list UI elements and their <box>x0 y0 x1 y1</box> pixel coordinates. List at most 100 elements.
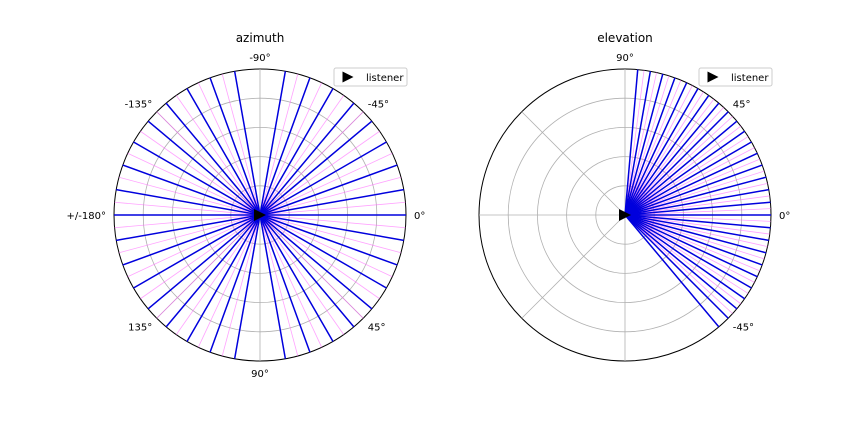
magenta-ray <box>624 214 755 283</box>
blue-ray <box>186 214 261 342</box>
magenta-ray <box>127 214 261 278</box>
blue-ray <box>624 102 720 216</box>
magenta-ray <box>624 136 749 216</box>
blue-ray <box>116 214 261 242</box>
magenta-ray <box>259 214 380 300</box>
azimuth-legend: listener <box>333 67 408 87</box>
magenta-ray <box>221 73 261 216</box>
magenta-ray <box>259 82 323 216</box>
azimuth-blue-rays <box>114 71 406 359</box>
magenta-ray <box>624 107 724 216</box>
blue-ray <box>259 141 387 216</box>
angular-grid-line <box>521 214 626 319</box>
magenta-ray <box>624 214 771 222</box>
magenta-ray <box>259 176 402 216</box>
tick-label: -90° <box>249 53 270 64</box>
blue-ray <box>624 152 758 216</box>
listener-marker-icon <box>254 209 266 221</box>
blue-ray <box>624 214 729 319</box>
blue-ray <box>147 214 261 310</box>
elevation-listener-marker <box>619 209 631 221</box>
magenta-ray <box>624 75 670 216</box>
elevation-legend-label: listener <box>731 73 769 84</box>
tick-label: -45° <box>733 323 754 334</box>
blue-ray <box>259 214 334 342</box>
tick-label: 90° <box>251 369 269 380</box>
magenta-ray <box>624 158 761 216</box>
elevation-legend: listener <box>698 67 773 87</box>
blue-ray <box>624 214 758 278</box>
blue-ray <box>122 164 261 216</box>
magenta-ray <box>624 214 733 314</box>
azimuth-legend-box <box>333 67 408 87</box>
elevation-title: elevation <box>597 31 653 45</box>
azimuth-legend-marker-icon <box>342 71 354 83</box>
magenta-ray <box>259 214 323 348</box>
tick-label: -45° <box>368 99 389 110</box>
blue-ray <box>259 214 404 242</box>
blue-ray <box>147 120 261 216</box>
blue-ray <box>116 188 261 216</box>
tick-label: 0° <box>414 211 425 222</box>
blue-ray <box>624 176 767 216</box>
blue-ray <box>133 214 261 289</box>
blue-ray <box>165 102 261 216</box>
magenta-ray <box>624 208 771 216</box>
magenta-ray <box>259 214 299 357</box>
magenta-ray <box>127 152 261 216</box>
magenta-ray <box>175 214 261 335</box>
blue-ray <box>624 164 763 216</box>
magenta-ray <box>624 72 657 216</box>
tick-label: 90° <box>616 53 634 64</box>
azimuth-legend-label: listener <box>366 73 404 84</box>
azimuth-magenta-rays <box>114 73 406 357</box>
magenta-ray <box>624 183 768 216</box>
blue-ray <box>624 214 769 242</box>
magenta-ray <box>624 214 749 294</box>
blue-ray <box>624 214 738 310</box>
blue-ray <box>624 94 710 216</box>
blue-ray <box>259 214 373 310</box>
magenta-ray <box>175 95 261 216</box>
magenta-ray <box>259 214 364 319</box>
magenta-ray <box>624 214 768 247</box>
blue-ray <box>259 120 373 216</box>
magenta-ray <box>259 214 406 229</box>
elevation-legend-marker-icon <box>707 71 719 83</box>
magenta-ray <box>259 152 393 216</box>
magenta-ray <box>259 130 380 216</box>
blue-ray <box>209 77 261 216</box>
magenta-ray <box>624 214 770 235</box>
tick-label: +/-180° <box>67 211 106 222</box>
magenta-ray <box>140 130 261 216</box>
azimuth-tick-labels: 0° 45° 90° 135° +/-180° -135° -90° -45° <box>67 53 426 380</box>
magenta-ray <box>624 214 742 305</box>
blue-ray <box>624 69 639 216</box>
magenta-ray <box>624 79 682 216</box>
azimuth-title: azimuth <box>236 31 285 45</box>
blue-ray <box>624 88 699 216</box>
blue-ray <box>259 71 287 216</box>
blue-ray <box>259 77 311 216</box>
blue-ray <box>259 214 287 359</box>
blue-ray <box>259 102 355 216</box>
magenta-ray <box>624 214 761 272</box>
magenta-ray <box>624 147 755 216</box>
azimuth-plot: azimuth 0° 45° 90° 135° +/-180° -135° -90° -45°… <box>67 31 426 380</box>
blue-ray <box>624 73 664 216</box>
blue-ray <box>624 77 676 216</box>
blue-ray <box>624 120 738 216</box>
magenta-ray <box>259 95 345 216</box>
elevation-plot: elevation 0° 45° 90° -45° listener <box>478 31 790 362</box>
magenta-ray <box>114 214 261 229</box>
azimuth-listener-marker <box>254 209 266 221</box>
elevation-magenta-rays <box>624 70 771 314</box>
magenta-ray <box>624 91 704 216</box>
blue-ray <box>624 141 752 216</box>
magenta-ray <box>624 116 733 216</box>
blue-ray <box>259 188 404 216</box>
magenta-ray <box>259 201 406 216</box>
blue-ray <box>259 214 398 266</box>
